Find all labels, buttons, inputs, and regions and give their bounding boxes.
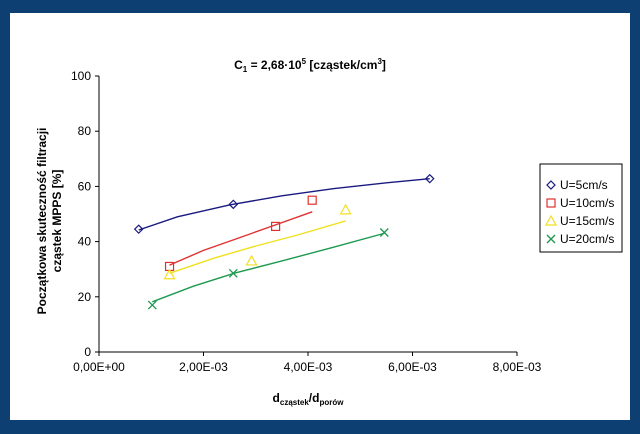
data-point-series-4 [147, 300, 157, 310]
x-axis-label: dcząstek/dporów [273, 391, 345, 407]
x-tick-label: 8,00E-03 [493, 360, 542, 374]
y-tick-label: 0 [84, 345, 91, 359]
data-point-series-4 [228, 268, 238, 278]
legend-marker-series-1 [546, 180, 556, 190]
legend-box [539, 163, 623, 253]
legend-marker-series-2 [546, 198, 556, 208]
trendline-series-2 [169, 211, 313, 266]
chart: C1 = 2,68·105 [cząstek/cm3] Początkowa s… [35, 57, 623, 407]
y-axis-label-line1: Początkowa skuteczność filtracji [35, 128, 49, 315]
data-point-series-3 [163, 268, 176, 280]
x-tick-label: 4,00E-03 [284, 360, 333, 374]
chart-frame: C1 = 2,68·105 [cząstek/cm3] Początkowa s… [10, 13, 630, 420]
data-point-series-2 [271, 221, 281, 232]
y-tick-label: 80 [78, 124, 92, 138]
y-tick-label: 20 [78, 290, 92, 304]
data-point-series-1 [133, 224, 144, 235]
y-axis-label: Początkowa skuteczność filtracji cząstek… [35, 128, 64, 315]
y-axis-label-line2: cząstek MPPS [%] [50, 170, 64, 273]
chart-title: C1 = 2,68·105 [cząstek/cm3] [234, 57, 386, 74]
data-point-series-2 [307, 195, 317, 205]
data-point-series-3 [245, 254, 258, 266]
trendline-series-3 [169, 220, 346, 274]
data-point-series-1 [424, 173, 435, 184]
trendline-series-1 [138, 178, 430, 231]
data-point-series-1 [228, 199, 239, 210]
y-tick-label: 60 [78, 179, 92, 193]
legend-label-series-3: U=15cm/s [560, 214, 614, 228]
legend-label-series-4: U=20cm/s [560, 232, 614, 246]
legend-label-series-2: U=10cm/s [560, 196, 614, 210]
x-ticks: 0,00E+00 2,00E-03 4,00E-03 6,00E-03 8,00E-03 [73, 352, 542, 374]
legend-label-series-1: U=5cm/s [560, 178, 608, 192]
data-point-series-4 [379, 228, 389, 237]
legend: U=5cm/s U=10cm/s U=15cm/s U=20cm/s [544, 178, 614, 246]
y-ticks: 0 20 40 60 80 100 [71, 69, 99, 359]
legend-marker-series-3 [544, 214, 558, 226]
legend-marker-series-4 [546, 234, 556, 244]
y-tick-label: 100 [71, 69, 91, 83]
x-tick-label: 2,00E-03 [179, 360, 228, 374]
x-tick-label: 6,00E-03 [388, 360, 437, 374]
data-markers [133, 173, 435, 310]
data-point-series-3 [339, 203, 352, 215]
trendlines [138, 178, 430, 303]
y-tick-label: 40 [78, 235, 92, 249]
trendline-series-4 [152, 232, 385, 303]
x-tick-label: 0,00E+00 [73, 360, 125, 374]
